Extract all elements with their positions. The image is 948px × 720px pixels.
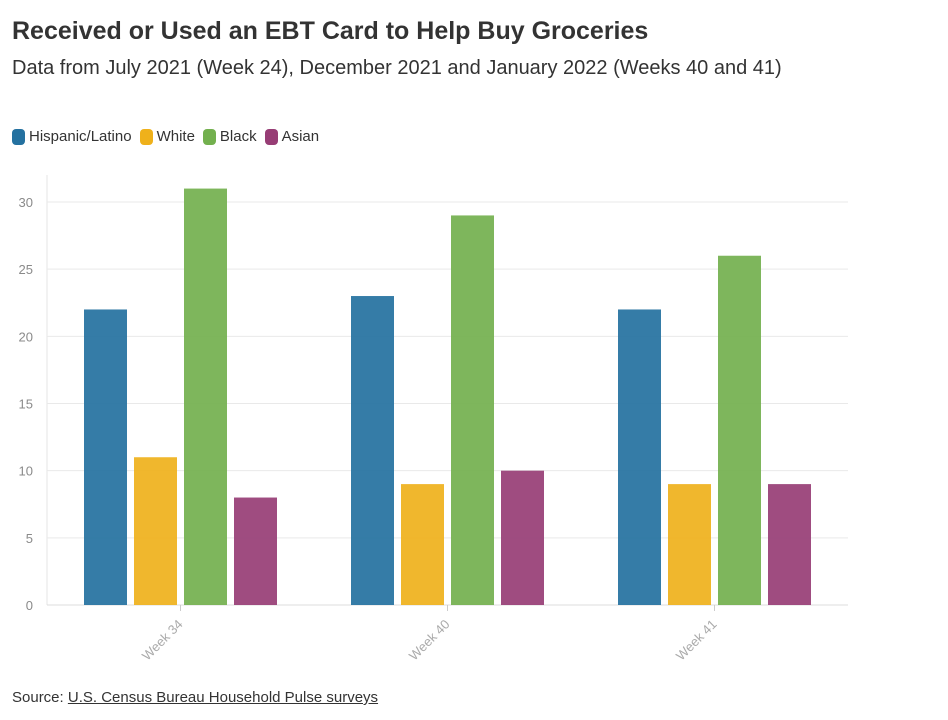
legend-swatch [264,128,278,145]
y-tick-label: 15 [19,397,33,412]
bar-white-week-34[interactable] [134,457,177,605]
y-tick-label: 20 [19,329,33,344]
y-tick-label: 5 [26,531,33,546]
y-tick-label: 25 [19,262,33,277]
y-tick-label: 10 [19,464,33,479]
legend-item[interactable]: Black [202,128,257,145]
chart-subtitle: Data from July 2021 (Week 24), December … [12,57,782,79]
legend-swatch [12,128,25,145]
bar-chart: 0 5 10 15 20 25 30 Week 34 Week 40 Week 41 [19,175,848,664]
bar-asian-week-40[interactable] [501,470,544,605]
source-note: Source: U.S. Census Bureau Household Pul… [12,689,378,706]
bar-hispanic-latino-week-41[interactable] [618,309,661,605]
legend-swatch [202,128,216,145]
x-tick-label: Week 34 [139,617,186,664]
x-tick-label: Week 40 [406,617,453,664]
x-tick-label: Week 41 [673,617,720,664]
source-link[interactable]: U.S. Census Bureau Household Pulse surve… [67,689,379,706]
legend-label: White [156,128,195,145]
legend-label: Asian [281,128,320,145]
chart-legend: Hispanic/Latino White Black Asian [12,128,327,145]
legend-item[interactable]: Asian [264,128,320,145]
bar-black-week-41[interactable] [718,255,761,605]
bar-asian-week-34[interactable] [234,497,277,605]
y-tick-label: 30 [19,195,33,210]
legend-item[interactable]: White [139,128,195,145]
bar-hispanic-latino-week-34[interactable] [84,309,127,605]
bar-white-week-40[interactable] [401,484,444,605]
bar-black-week-40[interactable] [451,215,494,605]
chart-title: Received or Used an EBT Card to Help Buy… [12,17,649,45]
legend-label: Hispanic/Latino [29,128,132,145]
bar-white-week-41[interactable] [668,484,711,605]
legend-swatch [139,128,153,145]
source-prefix: Source: [12,689,68,706]
bar-asian-week-41[interactable] [768,484,811,605]
legend-item[interactable]: Hispanic/Latino [12,128,132,145]
bar-hispanic-latino-week-40[interactable] [351,296,394,605]
bar-black-week-34[interactable] [184,188,227,606]
legend-label: Black [219,128,257,145]
y-tick-label: 0 [26,598,33,613]
